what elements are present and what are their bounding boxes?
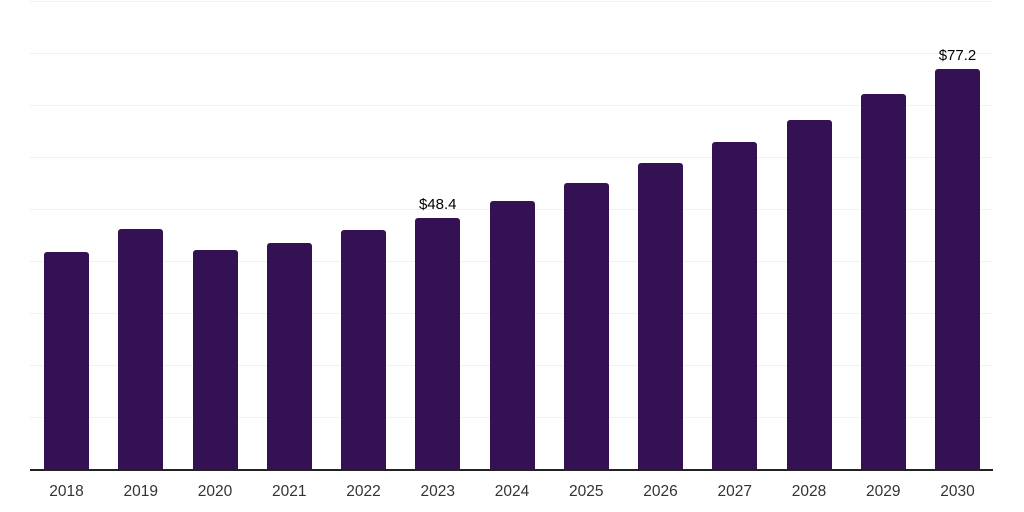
bar-slot-2025 <box>563 183 609 470</box>
x-tick-label-2022: 2022 <box>346 483 381 500</box>
bar-slot-2028 <box>786 120 832 470</box>
bar-slot-2026 <box>638 163 683 470</box>
bar-2027 <box>712 142 758 470</box>
bar-2024 <box>489 201 535 470</box>
x-tick-label-2019: 2019 <box>123 483 158 500</box>
bar-slot-2021 <box>266 243 312 470</box>
bar-2030 <box>935 68 980 470</box>
bar-2019 <box>118 229 164 470</box>
x-tick-label-2020: 2020 <box>197 483 233 500</box>
bar-2020 <box>192 250 238 470</box>
x-tick-label-2030: 2030 <box>940 483 975 500</box>
gridline-80 <box>30 53 993 54</box>
bar-2018 <box>44 252 89 470</box>
bar-2021 <box>266 243 312 470</box>
x-tick-label-2029: 2029 <box>866 483 901 500</box>
bar-2029 <box>860 94 906 470</box>
bar-slot-2030: $77.2 <box>935 47 980 470</box>
x-tick-label-2018: 2018 <box>49 483 84 500</box>
x-axis-line <box>30 469 993 471</box>
bar-value-label-2023: $48.4 <box>418 196 457 214</box>
bar-slot-2018 <box>44 252 89 470</box>
gridline-70 <box>30 105 993 106</box>
bar-2022 <box>341 230 386 470</box>
x-axis-labels: 2018 2019 2020 2021 2022 2023 2024 2025 2026 2027… <box>30 470 993 512</box>
bar-slot-2027 <box>712 142 758 470</box>
gridline-60 <box>30 157 993 158</box>
bars: $48.4 $77.2 <box>30 2 993 470</box>
x-tick-label-2021: 2021 <box>272 483 307 500</box>
bar-slot-2020 <box>192 250 238 470</box>
bar-2026 <box>638 163 683 470</box>
x-tick-label-2027: 2027 <box>717 483 752 500</box>
x-tick-label-2025: 2025 <box>569 483 604 500</box>
x-tick-label-2028: 2028 <box>791 483 827 500</box>
x-tick-label-2024: 2024 <box>494 483 530 500</box>
x-tick-label-2023: 2023 <box>420 483 455 500</box>
bar-2023 <box>415 218 461 470</box>
bar-2025 <box>563 183 609 470</box>
bar-slot-2023: $48.4 <box>415 196 461 470</box>
bar-2028 <box>786 120 832 470</box>
bar-slot-2019 <box>118 229 164 470</box>
bar-slot-2022 <box>341 230 386 470</box>
bar-value-label-2030: $77.2 <box>938 46 977 64</box>
bar-slot-2029 <box>860 94 906 470</box>
bar-slot-2024 <box>489 201 535 470</box>
gridline-90 <box>30 1 993 2</box>
plot-area: $48.4 $77.2 <box>30 1 993 471</box>
x-tick-label-2026: 2026 <box>643 483 678 500</box>
